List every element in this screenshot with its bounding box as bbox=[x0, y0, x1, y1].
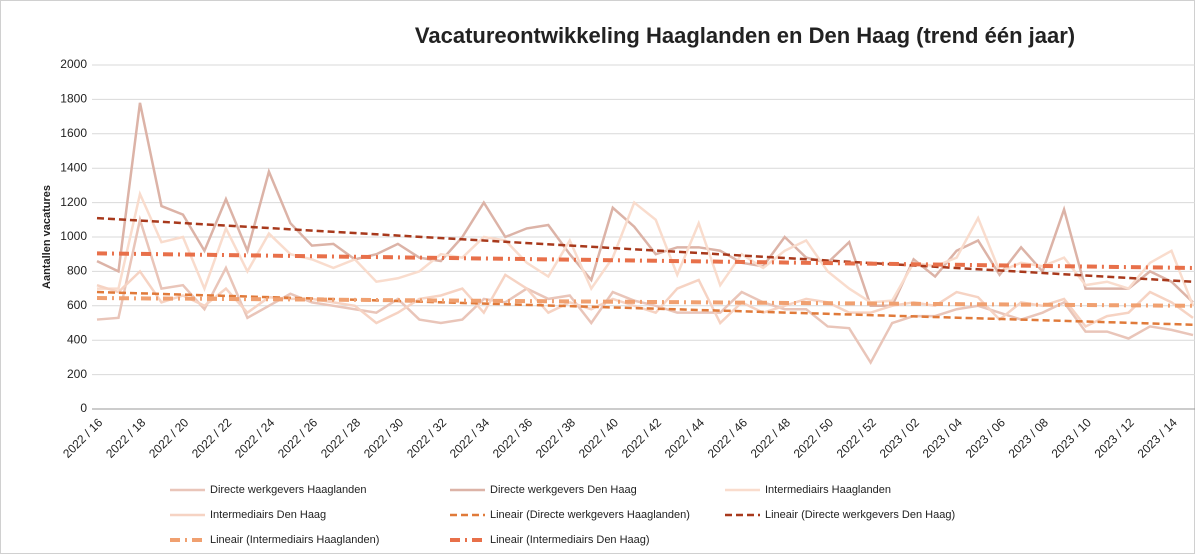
chart-title: Vacatureontwikkeling Haaglanden en Den H… bbox=[415, 23, 1075, 48]
y-tick-label: 2000 bbox=[60, 57, 87, 71]
y-tick-label: 0 bbox=[80, 401, 87, 415]
legend-label: Lineair (Directe werkgevers Haaglanden) bbox=[490, 509, 690, 521]
legend-label: Intermediairs Den Haag bbox=[210, 509, 326, 521]
legend-label: Lineair (Intermediairs Den Haag) bbox=[490, 534, 650, 546]
trend-line bbox=[96, 296, 1194, 308]
y-tick-label: 1000 bbox=[60, 229, 87, 243]
y-axis-label: Aantallen vacatures bbox=[41, 185, 53, 289]
y-tick-label: 1600 bbox=[60, 126, 87, 140]
y-tick-label: 800 bbox=[67, 264, 87, 278]
legend-label: Directe werkgevers Haaglanden bbox=[210, 484, 367, 496]
trend-line bbox=[96, 216, 1194, 283]
y-tick-label: 200 bbox=[67, 367, 87, 381]
data-line bbox=[96, 102, 1194, 308]
y-tick-label: 1200 bbox=[60, 195, 87, 209]
legend-label: Directe werkgevers Den Haag bbox=[490, 484, 637, 496]
trend-line bbox=[96, 251, 1194, 270]
y-tick-label: 1400 bbox=[60, 160, 87, 174]
legend-label: Intermediairs Haaglanden bbox=[765, 484, 891, 496]
data-line bbox=[97, 190, 1195, 307]
legend-label: Lineair (Intermediairs Haaglanden) bbox=[210, 534, 379, 546]
y-tick-label: 1800 bbox=[60, 92, 87, 106]
y-tick-label: 600 bbox=[67, 298, 87, 312]
legend-label: Lineair (Directe werkgevers Den Haag) bbox=[765, 509, 955, 521]
y-tick-label: 400 bbox=[67, 332, 87, 346]
